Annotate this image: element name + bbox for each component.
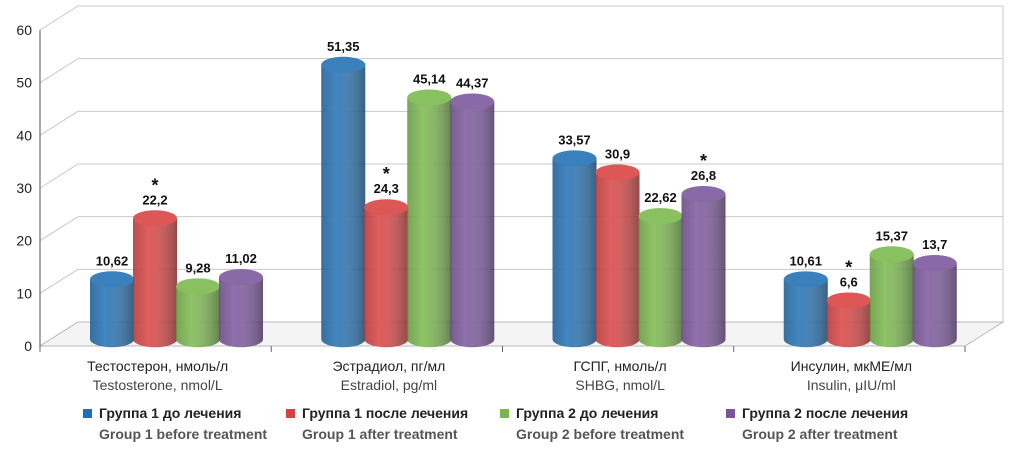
category-label-en: Testosterone, nmol/L: [93, 377, 223, 393]
y-tick-label: 60: [16, 22, 32, 38]
data-label: 13,7: [922, 237, 947, 252]
bar: [595, 164, 640, 348]
legend-label-en: Group 1 after treatment: [302, 426, 458, 442]
data-label: 33,57: [558, 132, 591, 147]
bar: [90, 271, 134, 348]
legend: Группа 1 до лечения Group 1 before treatm…: [0, 405, 1013, 452]
gridline-wall: [39, 163, 79, 189]
significance-mark: *: [383, 164, 390, 184]
bar: [783, 271, 828, 348]
category-label-en: SHBG, nmol/L: [575, 377, 665, 393]
legend-label-en: Group 2 after treatment: [742, 426, 898, 442]
significance-mark: *: [151, 175, 158, 195]
legend-swatch: [286, 409, 295, 418]
bar: [321, 56, 366, 348]
legend-label: Группа 1 после лечения: [302, 405, 469, 421]
y-tick-label: 40: [16, 127, 32, 143]
data-label: 22,62: [644, 190, 677, 205]
legend-swatch: [726, 409, 735, 418]
bar: [552, 150, 597, 348]
category-label-en: Insulin, μIU/ml: [807, 377, 896, 393]
category-label: Инсулин, мкМЕ/мл: [791, 358, 912, 374]
y-tick-label: 0: [24, 338, 32, 354]
legend-swatch: [83, 409, 92, 418]
data-label: 10,61: [789, 253, 822, 268]
data-label: 11,02: [225, 251, 257, 266]
grid: [39, 5, 1004, 347]
category-labels: Тестостерон, нмоль/л Testosterone, nmol/L…: [87, 358, 912, 393]
legend-label: Группа 2 после лечения: [742, 405, 909, 421]
bar: [681, 186, 726, 348]
legend-label: Группа 1 до лечения: [99, 405, 242, 421]
bar: [133, 210, 177, 348]
data-label: 44,37: [456, 76, 489, 91]
category-label: Эстрадиол, пг/мл: [332, 358, 445, 374]
y-tick-label: 10: [16, 285, 32, 301]
bars: [90, 56, 957, 348]
data-label: 24,3: [374, 181, 399, 196]
gridline-wall: [39, 268, 79, 294]
data-label: 45,14: [413, 71, 446, 86]
data-label: 51,35: [327, 39, 360, 54]
data-label: 9,28: [185, 260, 210, 275]
gridline-wall: [39, 58, 79, 84]
bar: [450, 93, 495, 348]
bar: [176, 278, 220, 348]
bar: [912, 255, 957, 348]
gridline-wall: [39, 216, 79, 242]
significance-mark: *: [700, 151, 707, 171]
category-label: Тестостерон, нмоль/л: [87, 358, 228, 374]
y-tick-label: 20: [16, 233, 32, 249]
data-label: 6,6: [840, 274, 858, 289]
legend-swatch: [500, 409, 509, 418]
data-label: 30,9: [605, 146, 630, 161]
bar: [869, 246, 914, 348]
data-label: 10,62: [96, 253, 129, 268]
legend-label: Группа 2 до лечения: [516, 405, 659, 421]
significance-mark: *: [845, 257, 852, 277]
gridline-wall: [39, 5, 79, 31]
bar: [638, 208, 683, 348]
bar: [364, 199, 409, 348]
data-label: 15,37: [875, 228, 908, 243]
legend-label-en: Group 1 before treatment: [99, 426, 268, 442]
data-label: 26,8: [691, 168, 716, 183]
bar: [407, 89, 452, 348]
axes: 0 10 20 30 40 50 60: [16, 22, 1005, 354]
category-label-en: Estradiol, pg/ml: [341, 377, 437, 393]
bar: [219, 269, 263, 348]
data-label: 22,2: [142, 192, 167, 207]
legend-label-en: Group 2 before treatment: [516, 426, 685, 442]
y-tick-label: 30: [16, 180, 32, 196]
gridline-wall: [39, 110, 79, 136]
category-label: ГСПГ, нмоль/л: [574, 358, 667, 374]
y-tick-label: 50: [16, 75, 32, 91]
bar: [826, 292, 871, 348]
